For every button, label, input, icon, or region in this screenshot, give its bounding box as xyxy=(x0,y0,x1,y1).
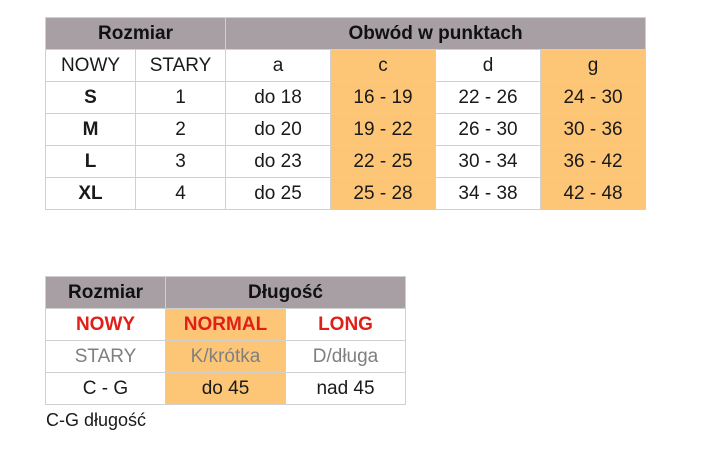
cell-size: M xyxy=(45,113,136,146)
cell-a: do 18 xyxy=(225,81,331,114)
col-stary: STARY xyxy=(135,49,226,82)
cell-old-size: 4 xyxy=(135,177,226,210)
length-header: Długość xyxy=(164,276,407,309)
size-header: Rozmiar xyxy=(45,17,226,50)
cell-nowy: NOWY xyxy=(45,308,166,341)
cell-old-size: 1 xyxy=(135,81,226,114)
col-d: d xyxy=(435,49,541,82)
col-nowy: NOWY xyxy=(45,49,136,82)
cell-a: do 25 xyxy=(225,177,331,210)
length-table: Rozmiar Długość NOWY NORMAL LONG STARY K… xyxy=(45,276,407,405)
cell-a: do 23 xyxy=(225,145,331,178)
table-row: XL 4 do 25 25 - 28 34 - 38 42 - 48 xyxy=(45,177,647,210)
cell-g: 30 - 36 xyxy=(539,113,647,146)
cell-c: 19 - 22 xyxy=(330,113,436,146)
col-a: a xyxy=(225,49,331,82)
table-row: S 1 do 18 16 - 19 22 - 26 24 - 30 xyxy=(45,81,647,114)
table-header-row: Rozmiar Obwód w punktach xyxy=(45,17,647,50)
cell-g: 24 - 30 xyxy=(539,81,647,114)
cell-d: 26 - 30 xyxy=(435,113,541,146)
cell-size: XL xyxy=(45,177,136,210)
cell-c: 25 - 28 xyxy=(330,177,436,210)
cell-stary: STARY xyxy=(45,340,166,373)
cell-a: do 20 xyxy=(225,113,331,146)
cell-cg-long: nad 45 xyxy=(284,372,407,405)
cell-cg-normal: do 45 xyxy=(165,372,286,405)
cell-d: 30 - 34 xyxy=(435,145,541,178)
col-c: c xyxy=(330,49,436,82)
size-table: Rozmiar Obwód w punktach NOWY STARY a c … xyxy=(45,17,647,210)
circumference-header: Obwód w punktach xyxy=(224,17,647,50)
size-header: Rozmiar xyxy=(45,276,166,309)
table-row-cg: C - G do 45 nad 45 xyxy=(45,372,407,405)
cell-c: 16 - 19 xyxy=(330,81,436,114)
cell-size: L xyxy=(45,145,136,178)
cell-cg: C - G xyxy=(45,372,166,405)
cell-old-size: 2 xyxy=(135,113,226,146)
col-g: g xyxy=(539,49,647,82)
cell-g: 42 - 48 xyxy=(539,177,647,210)
table-header-row: Rozmiar Długość xyxy=(45,276,407,309)
cell-old-size: 3 xyxy=(135,145,226,178)
cell-d: 22 - 26 xyxy=(435,81,541,114)
table-row-old: STARY K/krótka D/długa xyxy=(45,340,407,373)
cell-d: 34 - 38 xyxy=(435,177,541,210)
cell-short: K/krótka xyxy=(165,340,286,373)
table-row: L 3 do 23 22 - 25 30 - 34 36 - 42 xyxy=(45,145,647,178)
cell-long-old: D/długa xyxy=(284,340,407,373)
cell-size: S xyxy=(45,81,136,114)
table-row: M 2 do 20 19 - 22 26 - 30 30 - 36 xyxy=(45,113,647,146)
table-row-new: NOWY NORMAL LONG xyxy=(45,308,407,341)
cell-g: 36 - 42 xyxy=(539,145,647,178)
footnote: C-G długość xyxy=(46,410,147,430)
table-subheader-row: NOWY STARY a c d g xyxy=(45,49,647,82)
cell-c: 22 - 25 xyxy=(330,145,436,178)
cell-long: LONG xyxy=(284,308,407,341)
cell-normal: NORMAL xyxy=(165,308,286,341)
